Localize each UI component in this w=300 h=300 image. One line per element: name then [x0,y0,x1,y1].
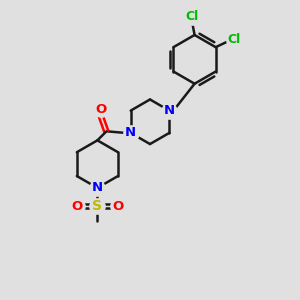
Text: O: O [95,103,106,116]
Text: O: O [71,200,82,213]
Text: Cl: Cl [185,10,198,23]
Text: N: N [164,104,175,117]
Text: N: N [92,182,103,194]
Text: N: N [125,126,136,140]
Text: Cl: Cl [227,33,240,46]
Text: O: O [112,200,124,213]
Text: S: S [92,199,102,213]
